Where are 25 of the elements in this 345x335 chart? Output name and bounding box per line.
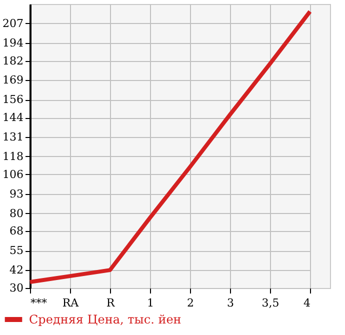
y-tick-label: 93 bbox=[10, 187, 24, 200]
y-tick-label: 42 bbox=[10, 264, 24, 277]
y-tick-label: 131 bbox=[2, 130, 24, 144]
y-tick-label: 182 bbox=[2, 54, 24, 68]
x-tick-label: 4 bbox=[304, 296, 310, 310]
y-tick-label: 55 bbox=[10, 244, 24, 258]
y-tick-label: 80 bbox=[10, 206, 24, 220]
y-tick-label: 144 bbox=[2, 111, 24, 124]
x-tick-label: 3 bbox=[227, 296, 234, 310]
y-tick-label: 30 bbox=[10, 282, 24, 294]
x-tick-label: 3,5 bbox=[262, 296, 280, 310]
y-tick-label: 194 bbox=[2, 36, 24, 50]
y-tick-label: 106 bbox=[2, 168, 24, 181]
x-tick-label: R bbox=[106, 296, 116, 310]
line-series bbox=[28, 9, 312, 284]
x-tick-label: 1 bbox=[147, 296, 154, 310]
legend-label: Средняя Цена, тыс. йен bbox=[29, 312, 182, 326]
x-tick-label: RA bbox=[62, 296, 80, 310]
y-tick-label: 207 bbox=[2, 16, 24, 30]
x-tick-label: 2 bbox=[187, 296, 194, 310]
y-tick-label: 68 bbox=[10, 224, 24, 238]
y-tick-label: 156 bbox=[2, 93, 24, 106]
y-tick-label: 118 bbox=[2, 150, 24, 163]
y-tick-label: 169 bbox=[2, 74, 24, 87]
x-tick-label: *** bbox=[30, 296, 48, 310]
